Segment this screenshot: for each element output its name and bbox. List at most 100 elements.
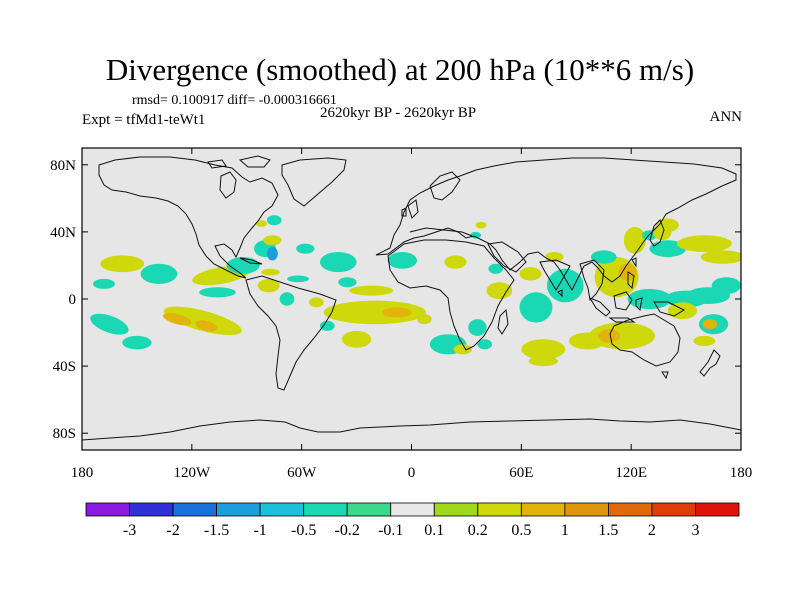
coastline-australia: [609, 313, 681, 367]
colorbar-label: 0.1: [424, 522, 444, 539]
anomaly-patch: [319, 252, 357, 273]
anomaly-patch: [338, 277, 357, 288]
colorbar-label: 2: [648, 522, 656, 539]
colorbar-label: -0.5: [291, 522, 316, 539]
anomaly-patch: [590, 250, 617, 264]
y-tick-label: 80N: [50, 158, 76, 174]
anomaly-patch: [486, 282, 513, 299]
anomaly-patch: [341, 330, 372, 348]
colorbar-swatch: [695, 502, 740, 517]
coastline-new-zealand: [699, 349, 721, 377]
anomaly-patch: [122, 335, 152, 350]
anomaly-patch: [323, 300, 427, 325]
coastline-eurasia: [375, 157, 737, 292]
colorbar-label: -1.5: [204, 522, 229, 539]
coastline-sumatra: [588, 296, 611, 317]
coastline-sri-lanka: [557, 289, 563, 298]
stats-line: rmsd= 0.100917 diff= -0.000316661: [132, 93, 337, 108]
x-tick-label: 0: [408, 465, 416, 481]
x-tick-label: 180: [71, 465, 94, 481]
anomaly-patch: [261, 268, 280, 276]
x-axis: 180 120W 60W 0 60E 120E 180: [71, 148, 753, 481]
coastline-antarctica: [82, 418, 741, 441]
anomaly-patch: [546, 268, 584, 303]
colorbar-swatch: [477, 502, 522, 517]
anomaly-patch: [266, 215, 282, 226]
anomaly-patch: [627, 288, 672, 310]
anomaly-patch: [598, 329, 621, 343]
anomaly-patch: [642, 230, 657, 241]
anomaly-patch: [90, 313, 129, 335]
x-tick-label: 120W: [173, 465, 211, 481]
season-label: ANN: [709, 109, 743, 125]
coastline-greenland: [281, 157, 347, 207]
colorbar-swatch: [216, 502, 261, 517]
colorbar-label: -0.1: [378, 522, 403, 539]
colorbar-swatch: [85, 502, 130, 517]
coastline-north-america: [98, 156, 279, 279]
experiment-label: Expt = tfMd1-teWt1: [82, 112, 206, 128]
coastline-cuba: [239, 257, 263, 265]
anomaly-patch: [444, 255, 467, 269]
colorbar-swatch: [346, 502, 392, 517]
anomaly-patch: [653, 223, 672, 241]
coastline-africa: [387, 239, 515, 351]
y-tick-label: 0: [69, 292, 77, 308]
colorbar-swatch: [129, 502, 174, 517]
anomaly-patch: [319, 320, 335, 331]
coastline-taiwan: [631, 257, 637, 268]
coastline-arctic-islands: [207, 155, 271, 169]
coastline-sulawesi: [635, 297, 643, 312]
anomaly-patch: [382, 307, 412, 318]
x-tick-label: 60W: [287, 465, 317, 481]
anomaly-patch: [470, 231, 482, 239]
colorbar-label: 0.5: [511, 522, 531, 539]
anomaly-patch: [702, 319, 718, 330]
coastline-philippines: [627, 271, 635, 290]
anomaly-patch: [263, 235, 282, 246]
y-axis: 80N 40N 0 40S 80S: [50, 158, 741, 442]
colorbar-swatch: [608, 502, 653, 517]
period-label: 2620kyr BP - 2620kyr BP: [320, 105, 477, 121]
coastlines: [82, 155, 741, 441]
colorbar-label: 0.2: [468, 522, 488, 539]
anomaly-patch: [623, 226, 646, 254]
anomaly-patch: [255, 220, 267, 227]
colorbar-swatch: [433, 502, 479, 517]
y-tick-label: 40S: [53, 359, 76, 375]
x-tick-label: 120E: [615, 465, 647, 481]
anomaly-patch: [528, 356, 558, 367]
coastline-hudson-bay: [219, 171, 237, 199]
anomaly-patch: [453, 344, 472, 355]
anomaly-patch: [521, 339, 566, 360]
colorbar-label: 3: [691, 522, 699, 539]
colorbar-label: -2: [166, 522, 179, 539]
colorbar-label: 1.5: [598, 522, 618, 539]
coastline-british-isles: [401, 199, 419, 219]
coastline-madagascar: [497, 308, 509, 335]
anomaly-patch: [693, 335, 716, 346]
anomaly-patch: [140, 263, 178, 284]
anomaly-patch: [308, 297, 324, 308]
colorbar: -3 -2 -1.5 -1 -0.5 -0.2 -0.1 0.1 0.2 0.5 1 1.5 2 3: [85, 502, 740, 539]
x-tick-label: 60E: [509, 465, 533, 481]
coastline-japan: [649, 219, 665, 247]
anomaly-patch: [468, 319, 487, 336]
colorbar-label: -0.2: [335, 522, 360, 539]
anomaly-patch: [296, 243, 315, 254]
coastline-scandinavia: [429, 171, 461, 201]
x-tick-label: 180: [730, 465, 753, 481]
coastline-java: [608, 317, 636, 323]
anomaly-patch: [519, 292, 553, 323]
anomaly-patch: [649, 240, 687, 258]
anomaly-patch: [475, 221, 487, 229]
anomaly-patch: [195, 320, 218, 332]
anomaly-patch: [416, 314, 432, 325]
colorbar-swatch: [390, 502, 435, 517]
anomaly-patch: [700, 250, 741, 264]
anomaly-patch: [589, 322, 655, 350]
colorbar-swatch: [564, 502, 609, 517]
anomaly-patch: [387, 252, 417, 269]
anomaly-patch: [686, 287, 731, 305]
colorbar-swatch: [259, 502, 305, 517]
